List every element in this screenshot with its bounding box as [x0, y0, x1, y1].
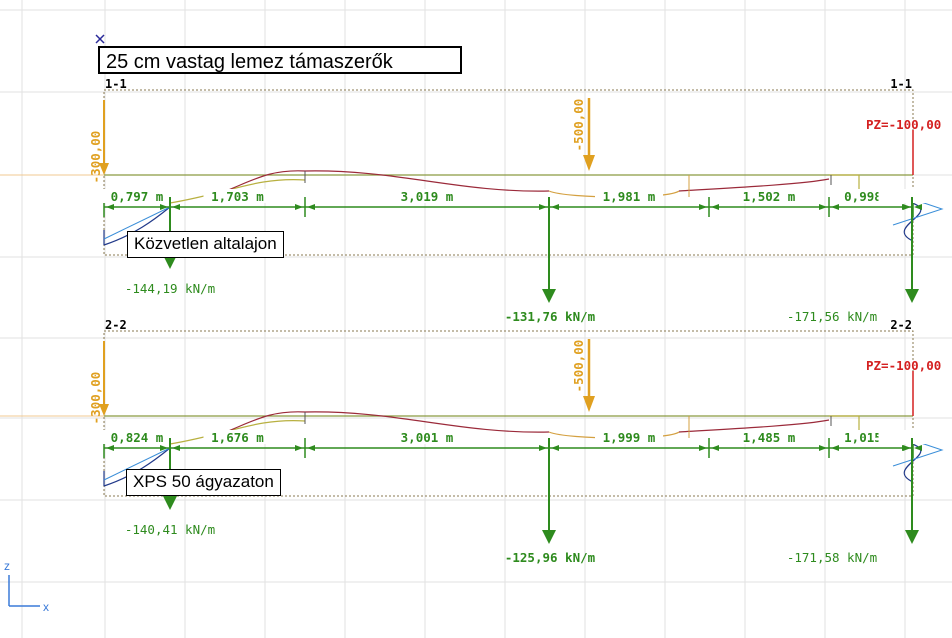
dimension-arrow-icon — [831, 445, 839, 451]
reaction-arrow-icon — [542, 289, 556, 303]
shear-curve — [103, 206, 171, 246]
reaction-label: -140,41 kN/m — [125, 522, 215, 537]
span-label: 1,676 m — [211, 430, 264, 445]
moment-curve — [169, 420, 306, 445]
section-label-right: 1-1 — [890, 77, 912, 91]
dimension-arrow-icon — [172, 204, 180, 210]
support-label-2-2: XPS 50 ágyazaton — [126, 469, 281, 496]
dimension-arrow-icon — [819, 445, 827, 451]
dimension-arrow-icon — [551, 204, 559, 210]
dimension-arrow-icon — [699, 204, 707, 210]
dimension-arrow-icon — [106, 204, 114, 210]
span-label: 0,824 m — [111, 430, 164, 445]
dimension-arrow-icon — [295, 204, 303, 210]
dimension-arrow-icon — [539, 445, 547, 451]
span-label: 0,797 m — [111, 189, 164, 204]
dimension-arrow-icon — [307, 445, 315, 451]
section-label-right: 2-2 — [890, 318, 912, 332]
dimension-arrow-icon — [699, 445, 707, 451]
coordinate-axes: z x — [4, 559, 49, 614]
load-arrow-icon — [583, 155, 595, 171]
span-label: 1,502 m — [743, 189, 796, 204]
reaction-label: -144,19 kN/m — [125, 281, 215, 296]
moment-curve — [304, 411, 550, 433]
span-label: 3,001 m — [401, 430, 454, 445]
mid-load-label: -500,00 — [571, 340, 586, 393]
reaction-label: -125,96 kN/m — [505, 550, 596, 565]
dimension-arrow-icon — [295, 445, 303, 451]
moment-curve — [169, 179, 306, 204]
load-arrow-icon — [99, 404, 109, 416]
mid-load-label: -500,00 — [571, 99, 586, 152]
dimension-arrow-icon — [160, 445, 168, 451]
span-label: 1,703 m — [211, 189, 264, 204]
dimension-arrow-icon — [539, 204, 547, 210]
shear-curve — [103, 206, 171, 240]
section-label-left: 2-2 — [105, 318, 127, 332]
right-load-label: PZ=-100,00 — [866, 117, 941, 132]
reaction-label: -171,58 kN/m — [787, 550, 877, 565]
reaction-arrow-icon — [163, 496, 177, 510]
dimension-arrow-icon — [711, 204, 719, 210]
reaction-arrow-icon — [905, 289, 919, 303]
section-1-1: 1-1 1-1 0,797 m 1,703 m 3,019 m 1,981 m 1,502 … — [0, 77, 947, 324]
moment-curve — [304, 170, 550, 192]
span-label: 1,999 m — [603, 430, 656, 445]
span-label: 3,019 m — [401, 189, 454, 204]
left-load-label: -300,00 — [88, 131, 103, 184]
x-axis-label: x — [43, 600, 49, 614]
section-2-2: 2-2 2-2 0,824 m 1,676 m 3,001 m 1,999 m 1,485 … — [0, 318, 947, 565]
shear-curve — [103, 447, 171, 481]
dimension-arrow-icon — [106, 445, 114, 451]
diagram-title: 25 cm vastag lemez támaszerők — [98, 46, 462, 74]
reaction-label: -131,76 kN/m — [505, 309, 596, 324]
right-load-label: PZ=-100,00 — [866, 358, 941, 373]
dimension-arrow-icon — [711, 445, 719, 451]
load-arrow-icon — [583, 396, 595, 412]
dimension-arrow-icon — [903, 445, 911, 451]
origin-cross-icon — [95, 34, 105, 44]
dimension-arrow-icon — [551, 445, 559, 451]
support-label-1-1: Közvetlen altalajon — [127, 231, 284, 258]
dimension-arrow-icon — [160, 204, 168, 210]
dimension-arrow-icon — [914, 204, 922, 210]
span-label: 1,981 m — [603, 189, 656, 204]
reaction-label: -171,56 kN/m — [787, 309, 877, 324]
dimension-arrow-icon — [172, 445, 180, 451]
dimension-arrow-icon — [307, 204, 315, 210]
dimension-arrow-icon — [903, 204, 911, 210]
span-label: 1,485 m — [743, 430, 796, 445]
z-axis-label: z — [4, 559, 10, 573]
dimension-arrow-icon — [914, 445, 922, 451]
dimension-arrow-icon — [819, 204, 827, 210]
left-load-label: -300,00 — [88, 372, 103, 425]
moment-curve — [678, 419, 830, 433]
reaction-arrow-icon — [905, 530, 919, 544]
shear-curve — [103, 447, 171, 487]
dimension-arrow-icon — [831, 204, 839, 210]
reaction-arrow-icon — [163, 255, 177, 269]
load-arrow-icon — [99, 163, 109, 175]
reaction-arrow-icon — [542, 530, 556, 544]
section-label-left: 1-1 — [105, 77, 127, 91]
moment-curve — [678, 178, 830, 192]
